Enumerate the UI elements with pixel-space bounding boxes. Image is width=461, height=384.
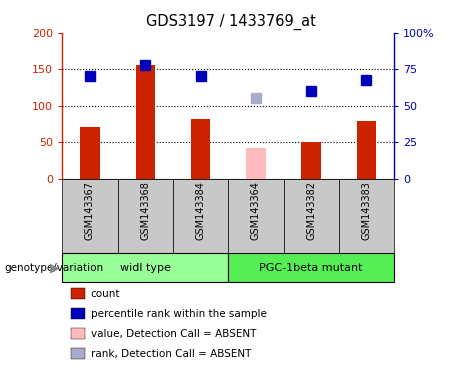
Text: GSM143384: GSM143384 [195,181,206,240]
Bar [357,121,376,179]
Bar [301,142,321,179]
Text: PGC-1beta mutant: PGC-1beta mutant [260,263,363,273]
Text: GSM143364: GSM143364 [251,181,261,240]
Bar [62,179,118,253]
Bar [62,253,228,282]
Bar [339,179,394,253]
Bar [228,253,394,282]
Text: count: count [91,289,120,299]
Text: rank, Detection Call = ABSENT: rank, Detection Call = ABSENT [91,349,251,359]
Text: GSM143367: GSM143367 [85,181,95,240]
Text: GDS3197 / 1433769_at: GDS3197 / 1433769_at [146,13,315,30]
Bar [136,66,155,179]
Text: ▶: ▶ [50,262,60,274]
Text: genotype/variation: genotype/variation [5,263,104,273]
Bar [173,179,228,253]
Bar [80,127,100,179]
Text: value, Detection Call = ABSENT: value, Detection Call = ABSENT [91,329,256,339]
Text: GSM143368: GSM143368 [140,181,150,240]
Bar [246,148,266,179]
Text: percentile rank within the sample: percentile rank within the sample [91,309,267,319]
Text: GSM143383: GSM143383 [361,181,372,240]
Text: GSM143382: GSM143382 [306,181,316,240]
Text: widl type: widl type [120,263,171,273]
Bar [191,119,210,179]
Bar [284,179,339,253]
Bar [118,179,173,253]
Bar [228,179,284,253]
